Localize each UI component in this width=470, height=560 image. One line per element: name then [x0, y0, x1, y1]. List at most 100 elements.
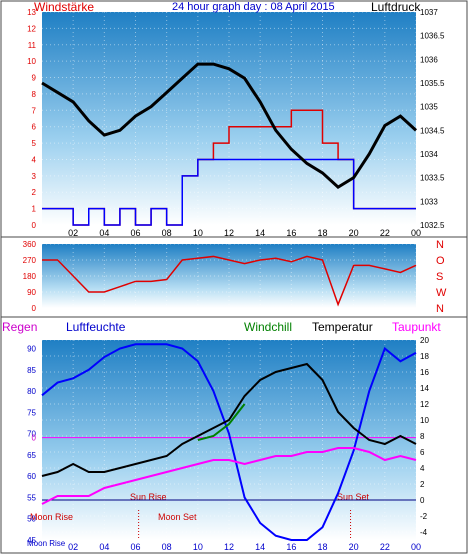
wind-axis-label: Windstärke: [34, 0, 94, 14]
moon-rise-label: Moon Rise: [30, 512, 73, 522]
pressure-tick-label: 1033.5: [420, 174, 445, 183]
p1-x-tick-label: 08: [162, 228, 172, 238]
p3-x-tick-label: 18: [317, 542, 327, 552]
temperature-tick-label: -4: [420, 528, 428, 537]
humidity-tick-label: 55: [27, 493, 36, 502]
p1-x-tick-label: 10: [193, 228, 203, 238]
p3-x-tick-label: 10: [193, 542, 203, 552]
chart-marks: 0123456789101112131032.510331033.5103410…: [23, 8, 447, 552]
regen-label: Regen: [2, 320, 37, 334]
p1-x-tick-label: 22: [380, 228, 390, 238]
p3-x-tick-label: 12: [224, 542, 234, 552]
sun-rise-label: Sun Rise: [130, 492, 167, 502]
luftfeuchte-label: Luftfeuchte: [66, 320, 126, 334]
p1-x-tick-label: 20: [349, 228, 359, 238]
panel3-plot-area: [42, 340, 416, 540]
direction-tick-label: 0: [32, 304, 37, 313]
wind-tick-label: 8: [32, 90, 37, 99]
p3-x-tick-label: 20: [349, 542, 359, 552]
compass-label: W: [436, 287, 447, 299]
p1-x-tick-label: 00: [411, 228, 421, 238]
humidity-tick-label: 85: [27, 366, 36, 375]
pressure-axis-label: Luftdruck: [371, 0, 421, 14]
wind-tick-label: 3: [32, 172, 37, 181]
wind-tick-label: 6: [32, 123, 37, 132]
wind-tick-label: 2: [32, 188, 37, 197]
p3-x-tick-label: 06: [130, 542, 140, 552]
wind-tick-label: 13: [27, 8, 36, 17]
p1-x-tick-label: 18: [317, 228, 327, 238]
temperature-tick-label: 14: [420, 384, 429, 393]
p3-x-tick-label: 22: [380, 542, 390, 552]
temperature-tick-label: 4: [420, 464, 425, 473]
pressure-tick-label: 1034: [420, 150, 438, 159]
p3-x-tick-label: 16: [286, 542, 296, 552]
temperature-tick-label: 16: [420, 368, 429, 377]
temperature-tick-label: 2: [420, 480, 425, 489]
direction-tick-label: 180: [23, 272, 37, 281]
wind-tick-label: 1: [32, 205, 37, 214]
temperature-tick-label: 10: [420, 416, 429, 425]
p1-x-tick-label: 16: [286, 228, 296, 238]
moon-set-label: Moon Set: [158, 512, 197, 522]
humidity-tick-label: 75: [27, 408, 36, 417]
humidity-tick-label: 80: [27, 387, 36, 396]
wind-tick-label: 4: [32, 155, 37, 164]
wind-tick-label: 10: [27, 57, 36, 66]
p1-x-tick-label: 06: [130, 228, 140, 238]
temperatur-label: Temperatur: [312, 320, 373, 334]
compass-label: N: [436, 303, 444, 315]
wind-tick-label: 5: [32, 139, 37, 148]
moon-rise-axis-label: Moon Rise: [27, 539, 66, 548]
p3-x-tick-label: 08: [162, 542, 172, 552]
p3-x-tick-label: 14: [255, 542, 265, 552]
luftfeuchte-series-line: [41, 343, 417, 541]
windchill-series-line: [197, 403, 246, 441]
temperature-tick-label: 0: [420, 496, 425, 505]
chart-title: 24 hour graph day : 08 April 2015: [172, 1, 335, 13]
p1-x-tick-label: 02: [68, 228, 78, 238]
p3-x-tick-label: 02: [68, 542, 78, 552]
wind-direction-line: [42, 255, 417, 307]
wind-gust-base-line: [42, 158, 416, 226]
direction-tick-label: 90: [27, 288, 36, 297]
regen-tick-label: 0: [32, 434, 37, 443]
temperature-tick-label: 18: [420, 352, 429, 361]
p3-x-tick-label: 04: [99, 542, 109, 552]
humidity-tick-label: 50: [27, 515, 36, 524]
taupunkt-series-line: [41, 447, 417, 505]
humidity-tick-label: 70: [27, 430, 36, 439]
humidity-tick-label: 65: [27, 451, 36, 460]
compass-label: N: [436, 239, 444, 251]
sun-set-label: Sun Set: [337, 492, 370, 502]
pressure-tick-label: 1036: [420, 55, 438, 64]
windchill-label: Windchill: [244, 320, 292, 334]
wind-tick-label: 11: [28, 41, 37, 50]
panel1-plot-area: [42, 12, 416, 225]
wind-tick-label: 0: [32, 221, 37, 230]
pressure-tick-label: 1035.5: [420, 79, 445, 88]
temperature-tick-label: 8: [420, 432, 425, 441]
direction-tick-label: 270: [23, 256, 37, 265]
temperature-tick-label: -2: [420, 512, 428, 521]
wind-tick-label: 7: [32, 106, 37, 115]
p1-x-tick-label: 04: [99, 228, 109, 238]
pressure-tick-label: 1035: [420, 103, 438, 112]
taupunkt-label: Taupunkt: [392, 320, 441, 334]
pressure-tick-label: 1034.5: [420, 126, 445, 135]
pressure-tick-label: 1036.5: [420, 32, 445, 41]
panel2-plot-area: [42, 244, 416, 308]
compass-label: O: [436, 255, 445, 267]
pressure-tick-label: 1032.5: [420, 221, 445, 230]
p1-x-tick-label: 14: [255, 228, 265, 238]
temperature-tick-label: 12: [420, 400, 429, 409]
temperatur-series-line: [41, 362, 417, 477]
temperature-tick-label: 6: [420, 448, 425, 457]
pressure-tick-label: 1033: [420, 197, 438, 206]
pressure-tick-label: 1037: [420, 8, 438, 17]
temperature-tick-label: 20: [420, 336, 429, 345]
p3-x-tick-label: 00: [411, 542, 421, 552]
compass-label: S: [436, 271, 443, 283]
